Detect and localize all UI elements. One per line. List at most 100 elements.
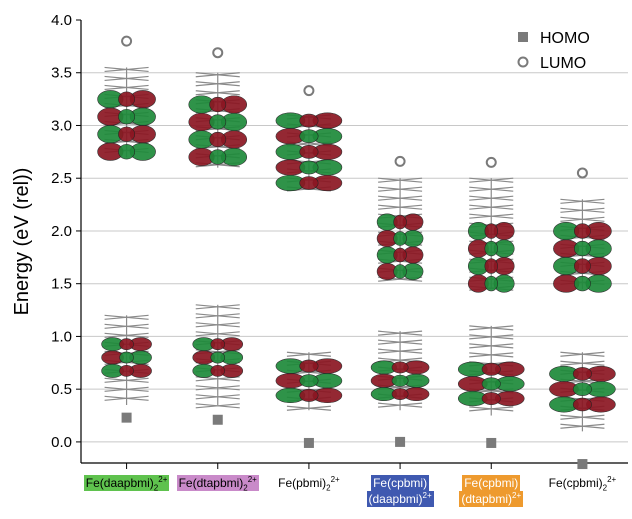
- molecule-bond: [469, 352, 514, 358]
- legend-label: HOMO: [540, 30, 590, 47]
- y-tick-label: 4.0: [51, 12, 72, 29]
- orbital-lobe: [481, 362, 501, 376]
- legend-label: LUMO: [540, 55, 586, 72]
- orbital-visualization: [549, 198, 616, 432]
- orbital-lobe: [573, 275, 591, 292]
- molecule-bond: [195, 90, 240, 96]
- orbital-lobe: [299, 144, 319, 159]
- molecule-bond: [286, 351, 331, 357]
- orbital-visualization: [97, 66, 156, 405]
- molecule-bond: [195, 81, 240, 87]
- x-category-label: Fe(daapbmi)22+: [83, 475, 170, 493]
- orbital-lobe: [481, 377, 501, 391]
- orbital-lobe: [573, 240, 591, 257]
- orbital-lobe: [209, 149, 227, 165]
- lumo-point: [485, 156, 497, 168]
- homo-point: [303, 437, 314, 448]
- orbital-lobe: [299, 113, 319, 128]
- homo-point: [212, 414, 223, 425]
- orbital-visualization: [457, 177, 525, 416]
- molecule-bond: [378, 330, 423, 336]
- molecule-bond: [378, 186, 423, 192]
- orbital-lobe: [572, 382, 592, 396]
- molecule-bond: [195, 313, 240, 319]
- molecule-bond: [378, 339, 423, 345]
- molecule-bond: [104, 314, 149, 320]
- orbital-lobe: [118, 126, 136, 142]
- orbital-lobe: [573, 223, 591, 239]
- molecule-bond: [104, 386, 149, 392]
- orbital-visualization: [188, 72, 248, 409]
- molecule-bond: [104, 377, 149, 383]
- orbital-lobe: [572, 397, 592, 412]
- molecule-bond: [469, 343, 514, 349]
- y-tick-label: 1.5: [51, 276, 72, 293]
- molecule-bond: [104, 323, 149, 329]
- orbital-lobe: [119, 364, 134, 377]
- lumo-point: [394, 155, 406, 167]
- molecule-bond: [469, 213, 514, 219]
- molecule-bond: [378, 204, 423, 210]
- molecule-bond: [469, 177, 514, 183]
- y-tick-label: 3.5: [51, 65, 72, 82]
- orbital-visualization: [275, 112, 343, 411]
- homo-point: [121, 412, 132, 423]
- orbital-lobe: [118, 91, 136, 107]
- molecule-bond: [469, 406, 514, 412]
- molecule-bond: [195, 304, 240, 310]
- orbital-lobe: [393, 247, 407, 263]
- orbital-lobe: [393, 214, 407, 230]
- molecule-bond: [195, 403, 240, 409]
- legend-homo-marker: [518, 32, 528, 42]
- molecule-bond: [469, 186, 514, 192]
- y-tick-label: 1.0: [51, 328, 72, 345]
- orbital-lobe: [119, 338, 134, 351]
- molecule-bond: [378, 177, 423, 183]
- y-tick-label: 2.0: [51, 223, 72, 240]
- orbital-lobe: [299, 359, 319, 373]
- molecule-bond: [560, 414, 605, 420]
- orbital-lobe: [118, 109, 136, 125]
- orbital-lobe: [119, 351, 134, 364]
- orbital-lobe: [209, 114, 227, 130]
- molecule-bond: [195, 385, 240, 391]
- orbital-lobe: [299, 176, 319, 190]
- molecule-bond: [195, 72, 240, 78]
- molecule-bond: [104, 75, 149, 82]
- y-axis-label: Energy (eV (rel)): [11, 168, 33, 316]
- orbital-lobe: [210, 351, 226, 364]
- orbital-lobe: [299, 388, 319, 402]
- orbital-lobe: [484, 258, 498, 274]
- orbital-lobe: [209, 96, 227, 113]
- molecule-bond: [560, 351, 605, 357]
- molecule-bond: [469, 325, 514, 331]
- orbital-lobe: [210, 338, 226, 351]
- molecule-bond: [560, 216, 605, 222]
- molecule-bond: [560, 207, 605, 213]
- orbital-lobe: [118, 144, 136, 160]
- molecule-bond: [469, 195, 514, 201]
- molecule-bond: [378, 348, 423, 354]
- orbital-lobe: [209, 131, 227, 148]
- molecule-bond: [378, 195, 423, 201]
- orbital-lobe: [391, 388, 409, 400]
- orbital-lobe: [299, 160, 319, 175]
- molecule-bond: [378, 402, 423, 408]
- molecule-bond: [104, 332, 149, 338]
- molecule-bond: [104, 66, 149, 73]
- molecule-bond: [104, 395, 149, 401]
- x-category-label: Fe(pbmi)22+: [278, 475, 340, 493]
- orbital-lobe: [391, 361, 409, 374]
- x-category-label: Fe(cpbmi) (dtapbmi)2+: [459, 475, 524, 507]
- x-category-label: Fe(cpbmi) (daapbmi)2+: [366, 475, 434, 507]
- lumo-point: [121, 35, 133, 47]
- lumo-point: [576, 167, 588, 179]
- orbital-lobe: [393, 264, 407, 279]
- orbital-lobe: [484, 240, 498, 257]
- lumo-point: [212, 47, 224, 59]
- legend-lumo-marker: [517, 56, 529, 68]
- lumo-point: [303, 85, 315, 97]
- molecule-bond: [469, 334, 514, 340]
- y-tick-label: 0.5: [51, 381, 72, 398]
